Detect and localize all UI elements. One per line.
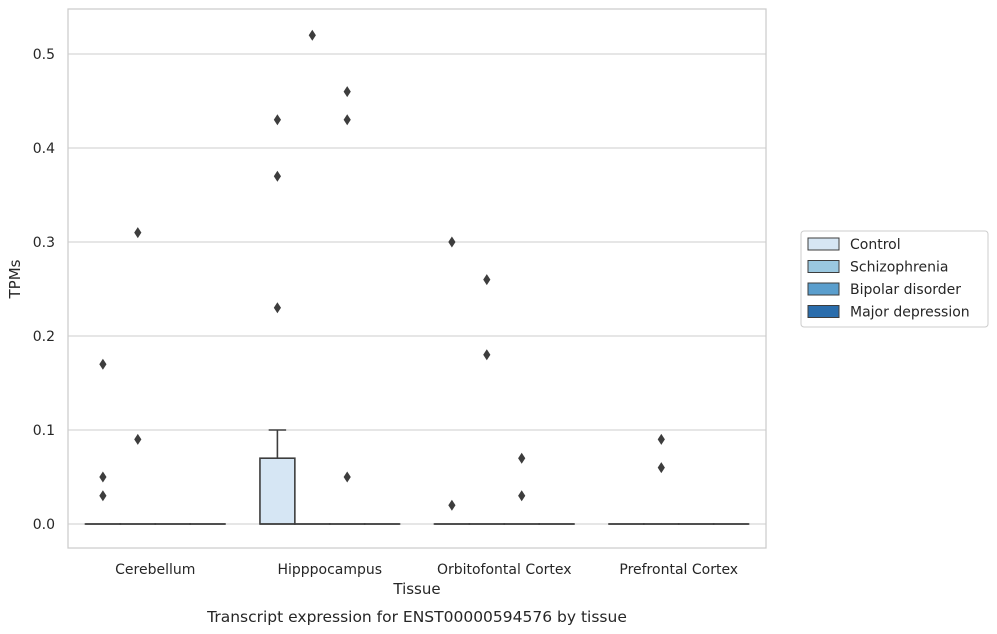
chart-caption: Transcript expression for ENST0000059457… — [206, 608, 627, 626]
y-tick-label: 0.2 — [33, 329, 55, 345]
outlier-point — [343, 86, 351, 98]
outlier-point — [483, 274, 491, 286]
outlier-point — [343, 114, 351, 126]
y-tick-label: 0.0 — [33, 517, 55, 533]
x-tick-labels: Cerebellum Hipppocampus Orbitofontal Corte… — [115, 562, 738, 578]
legend-swatch — [807, 305, 840, 318]
legend-swatch — [807, 260, 840, 273]
legend-swatch — [807, 282, 840, 296]
legend-label: Control — [850, 237, 901, 253]
legend-label: Major depression — [850, 305, 970, 321]
outlier-point — [448, 236, 456, 248]
y-tick-label: 0.1 — [33, 423, 55, 439]
outlier-point — [343, 471, 351, 483]
outlier-point — [134, 433, 142, 445]
plot-area-frame — [67, 8, 767, 549]
y-tick-labels: 0.0 0.1 0.2 0.3 0.4 0.5 — [33, 47, 55, 533]
outlier-point — [657, 433, 665, 445]
x-tick-label: Prefrontal Cortex — [619, 562, 738, 578]
x-tick-label: Cerebellum — [115, 562, 195, 578]
outlier-point — [448, 499, 456, 511]
legend-label: Bipolar disorder — [850, 282, 961, 298]
y-axis-title: TPMs — [6, 259, 24, 299]
outlier-point — [308, 29, 316, 41]
legend-label: Schizophrenia — [850, 260, 948, 276]
x-tick-label: Hipppocampus — [277, 562, 382, 578]
outlier-point — [518, 452, 526, 464]
box-control — [259, 429, 296, 525]
outlier-point — [99, 471, 107, 483]
legend-swatch — [807, 237, 840, 251]
outlier-point — [273, 170, 281, 182]
legend: Control Schizophrenia Bipolar disorder Majo… — [800, 230, 989, 328]
outlier-point — [273, 302, 281, 314]
outlier-points — [99, 29, 665, 511]
outlier-point — [99, 490, 107, 502]
y-tick-label: 0.4 — [33, 141, 55, 157]
boxes — [84, 429, 750, 525]
outlier-point — [134, 227, 142, 239]
outlier-point — [273, 114, 281, 126]
box-body — [259, 457, 296, 525]
gridlines — [68, 53, 766, 525]
x-tick-label: Orbitofontal Cortex — [437, 562, 572, 578]
y-tick-label: 0.5 — [33, 47, 55, 63]
y-tick-label: 0.3 — [33, 235, 55, 251]
outlier-point — [483, 349, 491, 361]
legend-frame — [800, 230, 989, 328]
outlier-point — [99, 358, 107, 370]
outlier-point — [518, 490, 526, 502]
x-axis-title: Tissue — [392, 580, 440, 598]
outlier-point — [657, 462, 665, 474]
